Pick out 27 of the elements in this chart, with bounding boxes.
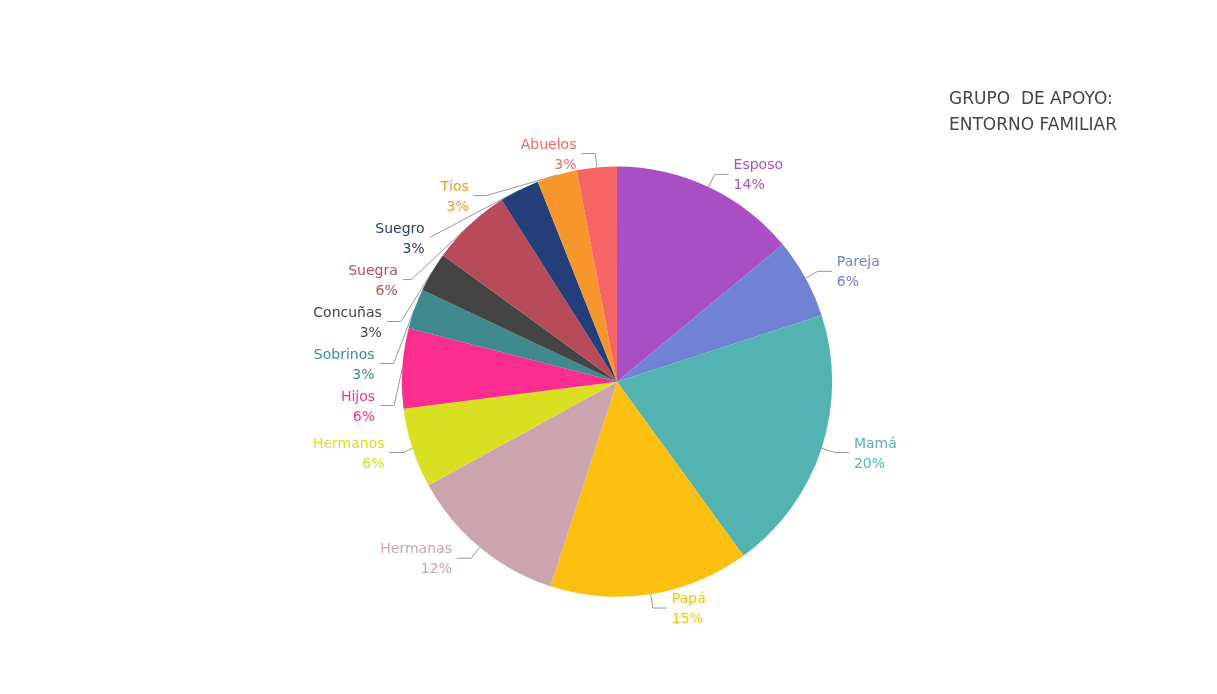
slice-label: Abuelos (520, 135, 577, 152)
slice-label: Concuñas (313, 303, 382, 320)
slice-label: Tíos (439, 177, 469, 194)
slice-label: Hijos (340, 387, 376, 404)
slice-label: Hermanas (380, 540, 452, 557)
data-label: 3% (402, 239, 425, 256)
slice-label: Pareja (836, 253, 880, 270)
slice-label: Suegro (375, 219, 425, 236)
slice-label: Esposo (733, 156, 784, 173)
data-label: 3% (554, 155, 577, 172)
data-label: 3% (446, 197, 469, 214)
slice-label: Sobrinos (313, 345, 375, 362)
data-label: 3% (359, 323, 382, 340)
data-label: 14% (733, 176, 765, 193)
text: GRUPO DE APOYO: ENTORNO FAMILIAR (949, 88, 1118, 134)
data-label: 6% (362, 454, 385, 471)
data-label: 15% (671, 610, 703, 627)
data-label: 6% (836, 273, 860, 290)
slice-label: Suegra (348, 261, 398, 278)
data-label: 6% (375, 281, 398, 298)
slice-label: Mamá (853, 434, 897, 451)
data-label: 12% (420, 560, 452, 577)
data-label: 20% (853, 454, 886, 471)
slice-label: Hermanos (312, 434, 385, 451)
slice-label: Papá (671, 590, 706, 607)
data-label: 6% (352, 407, 376, 424)
data-label: 3% (352, 365, 375, 382)
